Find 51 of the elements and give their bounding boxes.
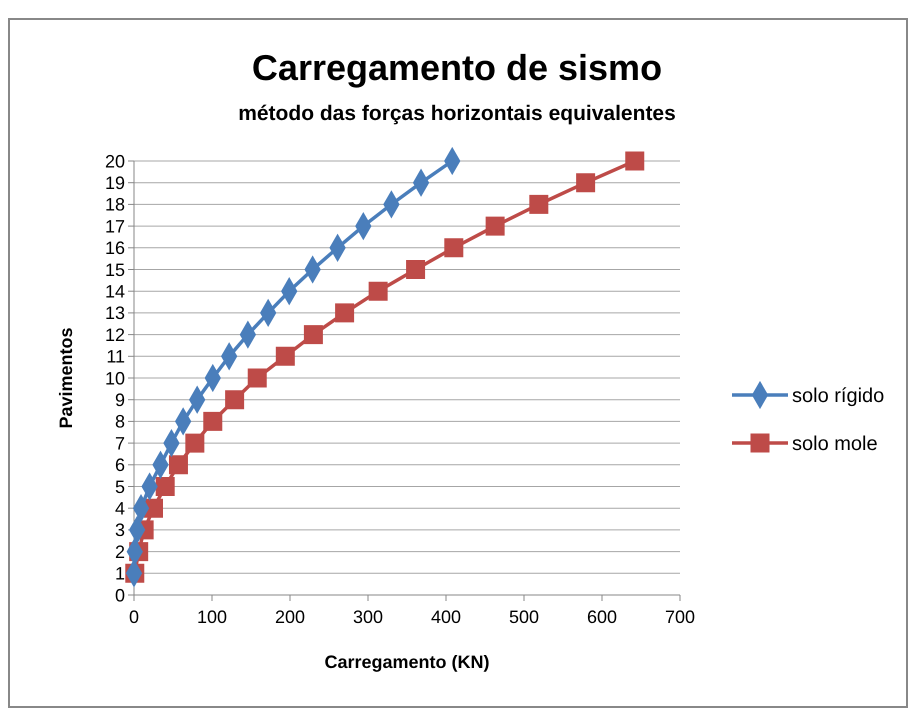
y-tick-label: 11 (106, 346, 125, 367)
y-tick-label: 8 (114, 412, 125, 432)
y-tick-label: 3 (114, 520, 125, 540)
y-tick-label: 4 (114, 498, 125, 518)
x-tick-label: 700 (664, 607, 696, 627)
chart-title: Carregamento de sismo (252, 47, 662, 88)
point (529, 194, 548, 214)
y-tick-label: 7 (114, 433, 125, 454)
point (625, 152, 644, 170)
y-tick-label: 0 (114, 585, 125, 606)
point (276, 346, 295, 366)
x-tick-label: 100 (196, 607, 228, 627)
y-tick-label: 18 (104, 194, 125, 215)
point (368, 282, 388, 301)
y-tick-label: 2 (114, 542, 125, 562)
y-tick-label: 10 (104, 368, 125, 388)
x-tick-label: 300 (352, 607, 384, 627)
point (185, 434, 204, 453)
y-tick-label: 16 (104, 238, 125, 258)
point (225, 390, 244, 410)
y-tick-label: 1 (114, 564, 125, 584)
chart-subtitle: método das forças horizontais equivalentes (238, 102, 676, 125)
point (248, 368, 267, 388)
point (444, 238, 464, 258)
point (335, 303, 354, 322)
point (168, 455, 188, 474)
legend-label: solo mole (792, 433, 878, 455)
y-tick-label: 20 (104, 151, 125, 172)
y-tick-label: 14 (104, 282, 125, 302)
point (576, 173, 596, 192)
y-tick-label: 5 (114, 476, 125, 497)
point (486, 216, 505, 236)
legend-label: solo rígido (792, 385, 884, 407)
x-tick-label: 500 (508, 607, 540, 627)
x-axis-title: Carregamento (KN) (324, 652, 490, 672)
point (203, 412, 222, 431)
x-tick-label: 200 (274, 607, 306, 627)
x-tick-label: 600 (586, 607, 618, 627)
y-tick-label: 13 (104, 303, 125, 324)
y-tick-label: 12 (104, 324, 125, 345)
y-axis-title: Pavimentos (56, 327, 76, 429)
point (406, 260, 426, 279)
y-tick-label: 6 (114, 455, 125, 476)
x-tick-label: 400 (430, 607, 462, 627)
x-tick-label: 0 (128, 607, 140, 627)
y-tick-label: 19 (104, 173, 125, 193)
y-tick-label: 9 (114, 390, 125, 410)
point (304, 325, 323, 344)
point (156, 477, 175, 496)
y-tick-label: 15 (104, 260, 125, 280)
y-tick-label: 17 (104, 216, 125, 236)
